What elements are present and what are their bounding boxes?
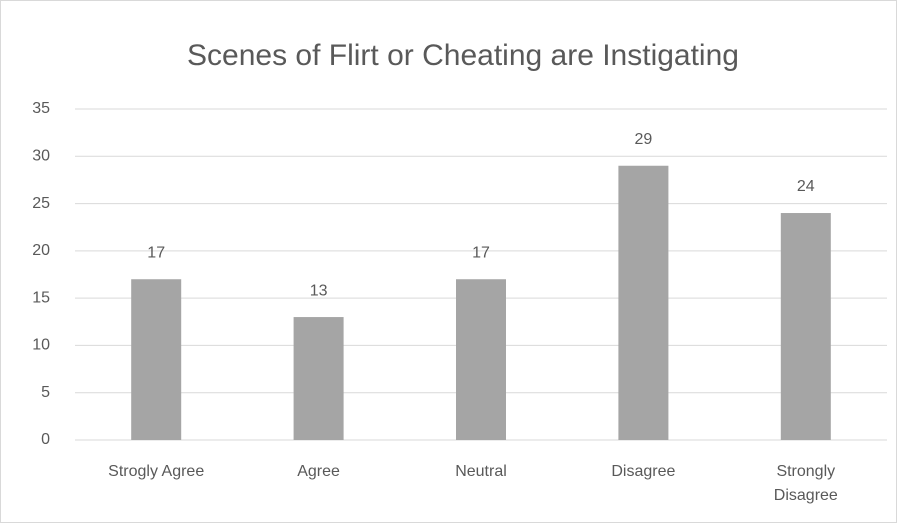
bar bbox=[618, 165, 669, 440]
data-label: 17 bbox=[147, 244, 165, 261]
y-tick-label: 30 bbox=[32, 148, 50, 165]
data-label: 24 bbox=[797, 178, 815, 195]
x-tick-label: Neutral bbox=[455, 463, 507, 480]
bar bbox=[131, 279, 182, 440]
x-tick-label: Disagree bbox=[611, 463, 676, 480]
y-tick-label: 15 bbox=[32, 289, 50, 306]
bar bbox=[780, 213, 831, 440]
bar bbox=[293, 317, 344, 440]
data-label: 13 bbox=[310, 282, 328, 299]
x-tick-label: Agree bbox=[297, 463, 340, 480]
y-tick-label: 25 bbox=[32, 195, 50, 212]
y-tick-label: 5 bbox=[41, 384, 50, 401]
data-label: 29 bbox=[635, 131, 653, 148]
y-tick-label: 20 bbox=[32, 242, 50, 259]
x-tick-label: Strogly Agree bbox=[108, 463, 205, 480]
y-tick-label: 10 bbox=[32, 337, 50, 354]
y-tick-label: 35 bbox=[32, 100, 50, 117]
chart-title: Scenes of Flirt or Cheating are Instigat… bbox=[187, 39, 739, 72]
x-tick-label: Strongly Disagree bbox=[773, 463, 838, 504]
bar bbox=[456, 279, 506, 440]
y-tick-label: 0 bbox=[41, 431, 50, 448]
data-label: 17 bbox=[472, 244, 490, 261]
